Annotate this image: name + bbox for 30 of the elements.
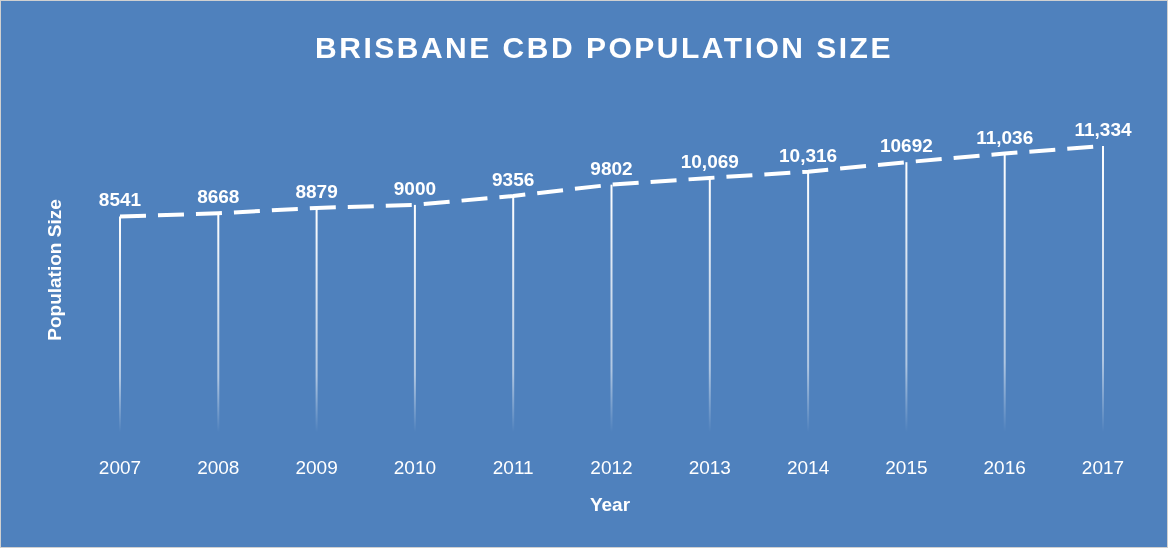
x-tick-label: 2013 (688, 457, 731, 478)
x-tick-label: 2007 (98, 457, 142, 478)
data-label: 9000 (393, 177, 437, 199)
x-tick-label: 2014 (786, 457, 830, 478)
x-tick-label: 2009 (295, 457, 338, 478)
data-label: 8541 (98, 189, 142, 211)
data-label: 11,334 (1074, 119, 1132, 140)
data-label: 9802 (590, 157, 633, 179)
bar (413, 204, 416, 432)
data-label: 11,036 (976, 126, 1034, 148)
x-tick-label: 2008 (197, 457, 240, 478)
bar (512, 195, 515, 432)
data-label: 10692 (879, 135, 933, 157)
x-tick-label: 2011 (492, 457, 534, 478)
data-label: 8879 (295, 180, 338, 202)
x-axis-title: Year (589, 494, 631, 515)
bar (315, 207, 318, 432)
x-tick-label: 2017 (1081, 457, 1125, 478)
x-tick-label: 2015 (885, 457, 928, 478)
data-label: 9356 (492, 168, 535, 190)
y-axis-title: Population Size (44, 199, 65, 341)
data-label: 8668 (197, 186, 240, 208)
x-tick-label: 2012 (590, 457, 633, 478)
bar (217, 213, 220, 432)
data-label: 10,316 (779, 144, 838, 166)
bar (119, 216, 121, 432)
data-label: 10,069 (680, 150, 739, 172)
x-tick-label: 2010 (393, 457, 437, 478)
x-tick-label: 2016 (983, 457, 1026, 478)
chart-title: BRISBANE CBD POPULATION SIZE (315, 31, 893, 64)
